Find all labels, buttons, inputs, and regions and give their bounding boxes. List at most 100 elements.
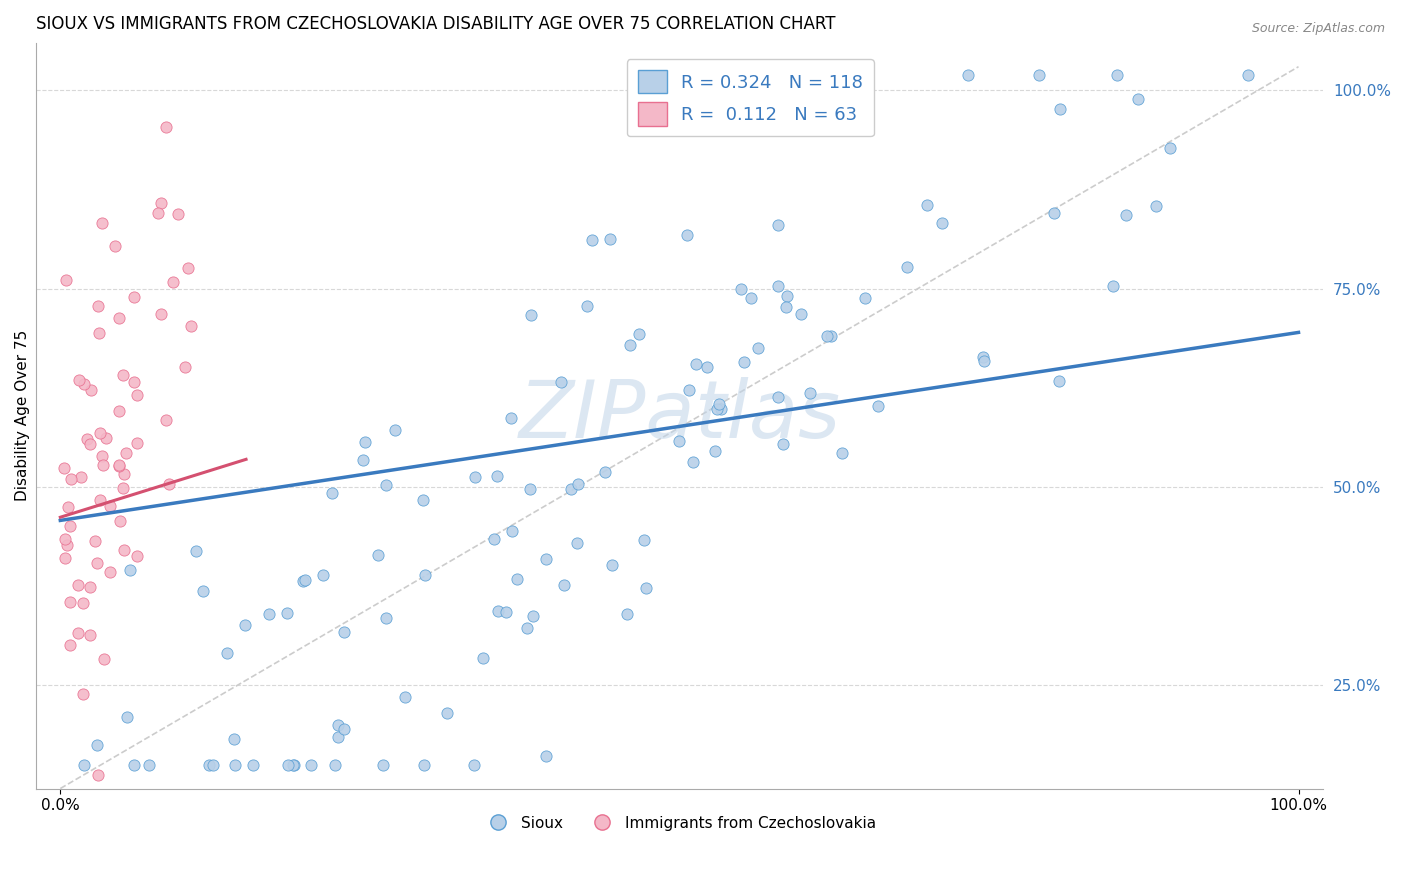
- Point: [259, 607, 281, 621]
- Point: [59, 473, 82, 487]
- Point: [486, 603, 509, 617]
- Point: [100, 566, 122, 580]
- Point: [157, 477, 180, 491]
- Point: [180, 318, 202, 333]
- Point: [516, 621, 538, 635]
- Point: [412, 493, 434, 508]
- Point: [69, 470, 91, 484]
- Point: [567, 477, 589, 491]
- Point: [633, 533, 655, 547]
- Point: [733, 355, 755, 369]
- Point: [149, 196, 172, 211]
- Point: [553, 578, 575, 592]
- Point: [277, 757, 299, 772]
- Point: [696, 360, 718, 375]
- Point: [495, 605, 517, 619]
- Point: [115, 709, 138, 723]
- Point: [201, 757, 224, 772]
- Point: [1042, 205, 1064, 219]
- Point: [464, 470, 486, 484]
- Point: [53, 533, 76, 547]
- Point: [98, 499, 121, 513]
- Point: [682, 455, 704, 469]
- Point: [127, 549, 149, 563]
- Point: [367, 548, 389, 562]
- Point: [91, 216, 114, 230]
- Point: [233, 617, 256, 632]
- Point: [76, 432, 98, 446]
- Point: [619, 338, 641, 352]
- Point: [83, 533, 105, 548]
- Point: [1028, 68, 1050, 82]
- Point: [224, 757, 246, 772]
- Point: [1102, 278, 1125, 293]
- Point: [772, 437, 794, 451]
- Point: [768, 279, 790, 293]
- Point: [595, 466, 617, 480]
- Point: [766, 390, 789, 404]
- Point: [668, 434, 690, 448]
- Point: [283, 757, 305, 772]
- Point: [1107, 68, 1129, 82]
- Point: [931, 216, 953, 230]
- Point: [174, 359, 197, 374]
- Point: [112, 368, 135, 382]
- Point: [58, 500, 80, 515]
- Point: [124, 757, 146, 772]
- Point: [96, 431, 118, 445]
- Point: [276, 606, 298, 620]
- Point: [820, 329, 842, 343]
- Point: [463, 757, 485, 772]
- Point: [89, 425, 111, 440]
- Point: [768, 68, 790, 82]
- Point: [107, 404, 129, 418]
- Point: [107, 458, 129, 473]
- Point: [321, 486, 343, 500]
- Point: [108, 514, 131, 528]
- Point: [125, 388, 148, 402]
- Point: [155, 412, 177, 426]
- Point: [72, 687, 94, 701]
- Point: [1047, 374, 1070, 388]
- Point: [326, 731, 349, 745]
- Point: [333, 723, 356, 737]
- Point: [120, 563, 142, 577]
- Point: [79, 580, 101, 594]
- Point: [198, 757, 221, 772]
- Point: [536, 552, 558, 566]
- Point: [678, 383, 700, 397]
- Point: [709, 402, 731, 417]
- Point: [1126, 92, 1149, 106]
- Point: [86, 299, 108, 313]
- Point: [112, 467, 135, 482]
- Point: [72, 597, 94, 611]
- Text: SIOUX VS IMMIGRANTS FROM CZECHOSLOVAKIA DISABILITY AGE OVER 75 CORRELATION CHART: SIOUX VS IMMIGRANTS FROM CZECHOSLOVAKIA …: [35, 15, 835, 33]
- Point: [86, 557, 108, 571]
- Point: [384, 424, 406, 438]
- Point: [55, 273, 77, 287]
- Point: [1115, 208, 1137, 222]
- Point: [55, 538, 77, 552]
- Point: [413, 568, 436, 582]
- Point: [394, 690, 416, 704]
- Point: [501, 524, 523, 538]
- Point: [177, 260, 200, 275]
- Point: [89, 493, 111, 508]
- Point: [112, 542, 135, 557]
- Point: [58, 519, 80, 533]
- Point: [374, 477, 396, 491]
- Point: [93, 652, 115, 666]
- Point: [90, 449, 112, 463]
- Point: [799, 386, 821, 401]
- Point: [685, 357, 707, 371]
- Point: [506, 572, 529, 586]
- Point: [896, 260, 918, 274]
- Point: [59, 639, 82, 653]
- Point: [1159, 141, 1181, 155]
- Point: [575, 299, 598, 313]
- Point: [707, 397, 730, 411]
- Point: [146, 205, 169, 219]
- Point: [973, 354, 995, 368]
- Point: [215, 646, 238, 660]
- Point: [86, 738, 108, 752]
